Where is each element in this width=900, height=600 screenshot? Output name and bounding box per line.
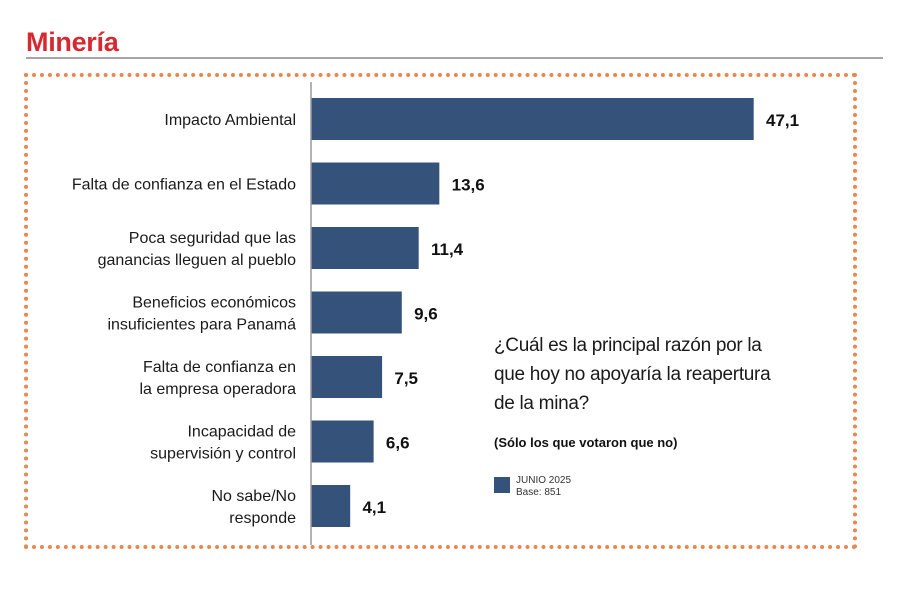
category-label-line: Poca seguridad que las (129, 230, 296, 247)
bar (311, 227, 419, 269)
title-divider (26, 57, 883, 59)
category-label-line: Beneficios económicos (132, 295, 296, 312)
category-label-line: Impacto Ambiental (164, 112, 296, 129)
category-label: Falta de confianza en el Estado (72, 177, 296, 194)
chart-question: ¿Cuál es la principal razón por la que h… (494, 335, 771, 414)
category-label-line: Falta de confianza en (143, 359, 296, 376)
chart-frame (24, 73, 857, 549)
category-label: Beneficios económicos insuficientes para … (107, 295, 296, 334)
legend-swatch (494, 477, 510, 493)
bar-value-label: 47,1 (766, 111, 799, 130)
chart-note: (Sólo los que votaron que no) (494, 435, 678, 450)
category-label: Incapacidad de supervisión y control (150, 424, 296, 463)
legend-series-label: JUNIO 2025 (516, 475, 572, 486)
category-label: No sabe/No responde (212, 488, 297, 527)
category-label-line: la empresa operadora (139, 381, 296, 398)
category-label-line: No sabe/No (212, 488, 297, 505)
bar (311, 420, 374, 463)
category-label: Falta de confianza en la empresa operador… (139, 359, 296, 398)
category-label-line: Incapacidad de (187, 424, 296, 441)
bar (311, 98, 754, 140)
category-label: Poca seguridad que las ganancias lleguen … (98, 230, 296, 269)
bar (311, 356, 383, 398)
category-label-line: insuficientes para Panamá (107, 317, 296, 334)
page-title: Minería (26, 27, 119, 57)
bar (311, 291, 402, 334)
bar-value-label: 9,6 (414, 305, 438, 324)
bar-value-label: 11,4 (431, 240, 464, 259)
legend-base-label: Base: 851 (516, 487, 562, 498)
bar-value-label: 6,6 (386, 434, 410, 453)
bar-value-label: 13,6 (452, 176, 485, 195)
bar (311, 162, 440, 205)
category-label-line: supervisión y control (150, 446, 296, 463)
bar-value-label: 4,1 (362, 498, 386, 517)
category-label-line: ganancias lleguen al pueblo (98, 252, 296, 269)
bar-value-label: 7,5 (394, 369, 418, 388)
category-label-line: responde (229, 510, 296, 527)
legend: JUNIO 2025 Base: 851 (494, 475, 571, 499)
category-label-line: Falta de confianza en el Estado (72, 177, 296, 194)
bar (311, 485, 351, 527)
category-label: Impacto Ambiental (164, 112, 296, 129)
